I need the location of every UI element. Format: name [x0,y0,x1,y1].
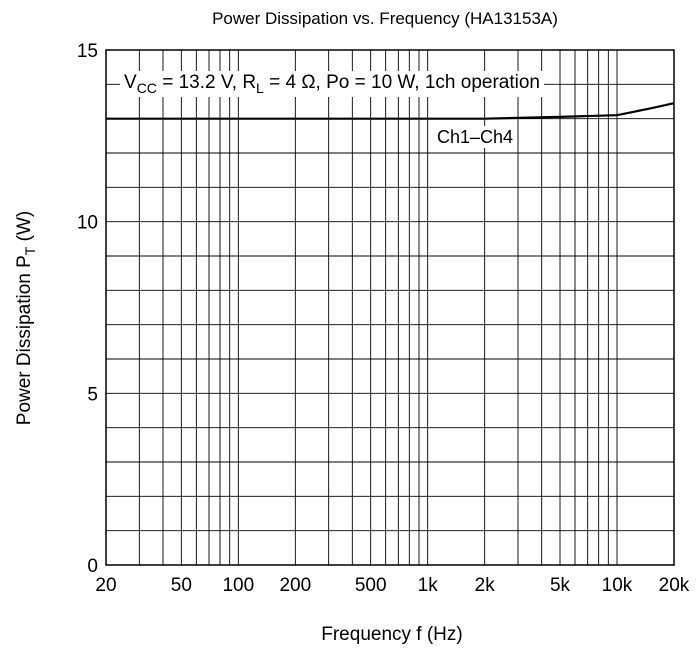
x-axis-label: Frequency f (Hz) [321,624,462,645]
x-tick-label: 50 [171,575,192,596]
y-tick-label: 15 [77,41,98,62]
x-tick-label: 10k [602,575,633,596]
series-layer [106,102,675,120]
x-tick-label: 500 [355,575,387,596]
x-tick-label: 5k [550,575,571,596]
y-tick-label: 0 [87,556,98,577]
conditions-background [120,71,544,97]
x-tick-label: 20 [95,575,116,596]
series-label-ch1-ch4: Ch1–Ch4 [437,127,513,147]
pt-subscript: T [22,246,38,255]
x-tick-label: 200 [279,575,311,596]
y-tick-label: 10 [77,213,98,234]
x-tick-label: 2k [475,575,496,596]
test-conditions: VCC = 13.2 V, RL = 4 Ω, Po = 10 W, 1ch o… [124,72,540,96]
x-tick-label: 1k [418,575,439,596]
chart-title: Power Dissipation vs. Frequency (HA13153… [212,9,558,28]
vcc-subscript: CC [137,80,157,96]
y-axis-label: Power Dissipation PT (W) [14,211,38,425]
x-tick-label: 100 [222,575,254,596]
y-axis-ticks: 0 5 10 15 [77,41,98,577]
grid [106,50,674,565]
y-tick-label: 5 [87,384,98,405]
rl-subscript: L [256,80,264,96]
plot-frame [105,49,675,566]
x-tick-label: 20k [659,575,690,596]
series-label-background [433,126,518,148]
x-axis-ticks: 20 50 100 200 500 1k 2k 5k 10k 20k [95,575,689,596]
series-line-ch1-ch4 [106,102,675,120]
